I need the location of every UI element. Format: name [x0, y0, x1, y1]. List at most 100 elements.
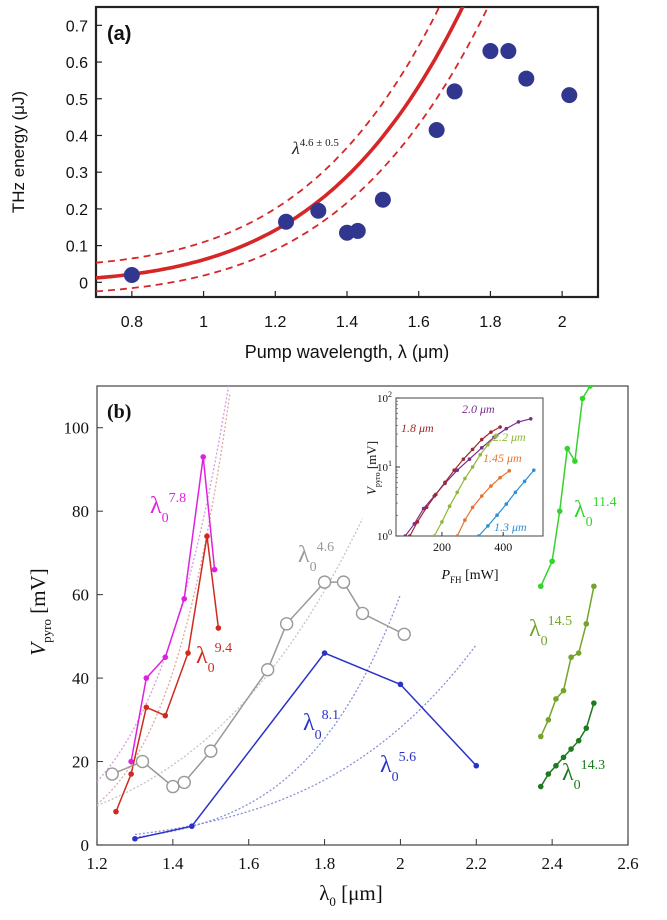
- b-fit-curve-9-4: [97, 393, 231, 805]
- panel-b-series: [105, 386, 597, 842]
- inset-series-marker: [479, 445, 484, 450]
- inset-ylabel: Vpyro [mV]: [364, 441, 382, 495]
- a-data-point: [123, 266, 140, 283]
- a-fit-curve: [96, 7, 465, 280]
- series-marker: [564, 445, 571, 452]
- a-ytick-label: 0.2: [66, 202, 88, 219]
- inset-series-marker: [513, 490, 518, 495]
- series-0-8-1: [132, 650, 480, 842]
- inset-series-marker: [463, 476, 467, 481]
- inset-series-1-3-m: [476, 468, 536, 536]
- series-marker: [397, 627, 411, 641]
- series-marker: [575, 737, 582, 744]
- a-xtick-label: 1: [199, 314, 208, 331]
- series-marker: [575, 650, 582, 656]
- inset-series-marker: [493, 434, 498, 438]
- inset-series-marker: [463, 518, 467, 522]
- series-marker: [113, 808, 119, 815]
- b-ytick-label: 80: [72, 502, 89, 521]
- a-data-point: [310, 202, 327, 219]
- series-marker: [105, 767, 119, 781]
- series-marker: [537, 733, 544, 740]
- inset-series-marker: [440, 520, 444, 524]
- panel-b-ylabel: Vpyro [mV]: [26, 568, 54, 655]
- series-marker: [189, 823, 195, 830]
- inset-series-marker: [447, 504, 452, 509]
- series-marker: [162, 712, 169, 719]
- a-data-point: [561, 87, 578, 104]
- b-xtick-label: 1.2: [86, 854, 107, 873]
- series-marker: [128, 758, 134, 765]
- panel-a: 0.8 1 1.2 1.4 1.6 1.8 200.10.20.30.40.50.60.7 …: [9, 5, 600, 362]
- inset-series: [403, 416, 536, 536]
- a-xtick-label: 1.8: [479, 314, 501, 331]
- a-ytick-label: 0.4: [66, 128, 88, 145]
- inset-series-marker: [495, 513, 499, 518]
- series-marker: [204, 744, 218, 758]
- inset-series-marker: [532, 468, 536, 472]
- series-line: [540, 586, 595, 737]
- series-marker: [181, 596, 188, 602]
- inset-series-marker: [504, 502, 509, 506]
- series-line: [130, 456, 216, 762]
- b-xtick-label: 1.6: [238, 854, 259, 873]
- series-marker: [185, 650, 191, 656]
- series-marker: [579, 395, 586, 402]
- series-0-14-3: [537, 700, 597, 790]
- a-data-point: [374, 191, 391, 208]
- a-xtick-label: 1.6: [408, 314, 430, 331]
- inset-series-marker: [455, 468, 460, 472]
- inset-series-marker: [507, 469, 512, 473]
- inset-label-2-0: 2.0 μm: [462, 402, 495, 416]
- series-marker: [336, 575, 351, 589]
- a-ytick-label: 0.5: [66, 92, 88, 109]
- inset-series-line: [404, 418, 531, 536]
- a-fit-lower: [96, 7, 489, 293]
- series-marker: [560, 687, 567, 694]
- inset-series-marker: [476, 534, 481, 536]
- series-marker: [537, 783, 544, 790]
- inset-series-1-45-m: [455, 469, 512, 536]
- series-marker: [545, 771, 552, 777]
- a-data-point: [446, 83, 463, 100]
- inset-series-marker: [421, 506, 426, 511]
- panel-a-ticks: 0.8 1 1.2 1.4 1.6 1.8 2 0 0.1 0.2 0.3 0.4 0.5 0.6 0.7: [66, 18, 567, 331]
- series-marker: [556, 508, 563, 514]
- a-ytick-label: 0.3: [66, 165, 88, 182]
- inset-series-marker: [528, 416, 533, 421]
- series-0-4-6: [105, 575, 411, 794]
- inset-series-marker: [479, 494, 484, 498]
- series-marker: [204, 533, 210, 540]
- inset-series-marker: [489, 484, 493, 488]
- b-fit-curve-4-6: [97, 518, 364, 807]
- series-0-9-4: [113, 533, 222, 815]
- series-marker: [260, 663, 275, 677]
- b-xtick-label: 2.6: [617, 854, 638, 873]
- series-marker: [211, 566, 218, 573]
- b-ytick-label: 60: [72, 586, 89, 605]
- panel-a-ylabel: THz energy (μJ): [9, 91, 28, 213]
- inset-label-1-3: 1.3 μm: [494, 520, 527, 534]
- inset-series-marker: [415, 520, 420, 524]
- series-marker: [568, 654, 574, 661]
- inset-series-marker: [486, 524, 490, 528]
- series-marker: [572, 458, 578, 464]
- panel-b-ticks: 1.2 1.4 1.6 1.8 2 2.2 2.4 2.6 0 20 40 60 80 100: [64, 419, 639, 873]
- series-marker: [397, 681, 404, 688]
- a-data-point: [500, 43, 517, 60]
- inset-series-marker: [516, 420, 521, 424]
- b-ytick-label: 40: [72, 669, 89, 688]
- series-marker: [473, 762, 480, 769]
- a-xtick-label: 1.4: [336, 314, 358, 331]
- series-marker: [166, 779, 180, 794]
- series-marker: [537, 583, 544, 590]
- inset-series-marker: [479, 437, 484, 442]
- series-marker: [162, 654, 169, 661]
- series-marker: [545, 717, 552, 723]
- a-xtick-label: 1.2: [264, 314, 286, 331]
- series-marker: [317, 575, 332, 589]
- series-marker: [553, 696, 559, 702]
- inset-series-2-2-m: [432, 434, 498, 536]
- panel-a-points: [123, 43, 578, 283]
- inset-series-marker: [403, 534, 407, 536]
